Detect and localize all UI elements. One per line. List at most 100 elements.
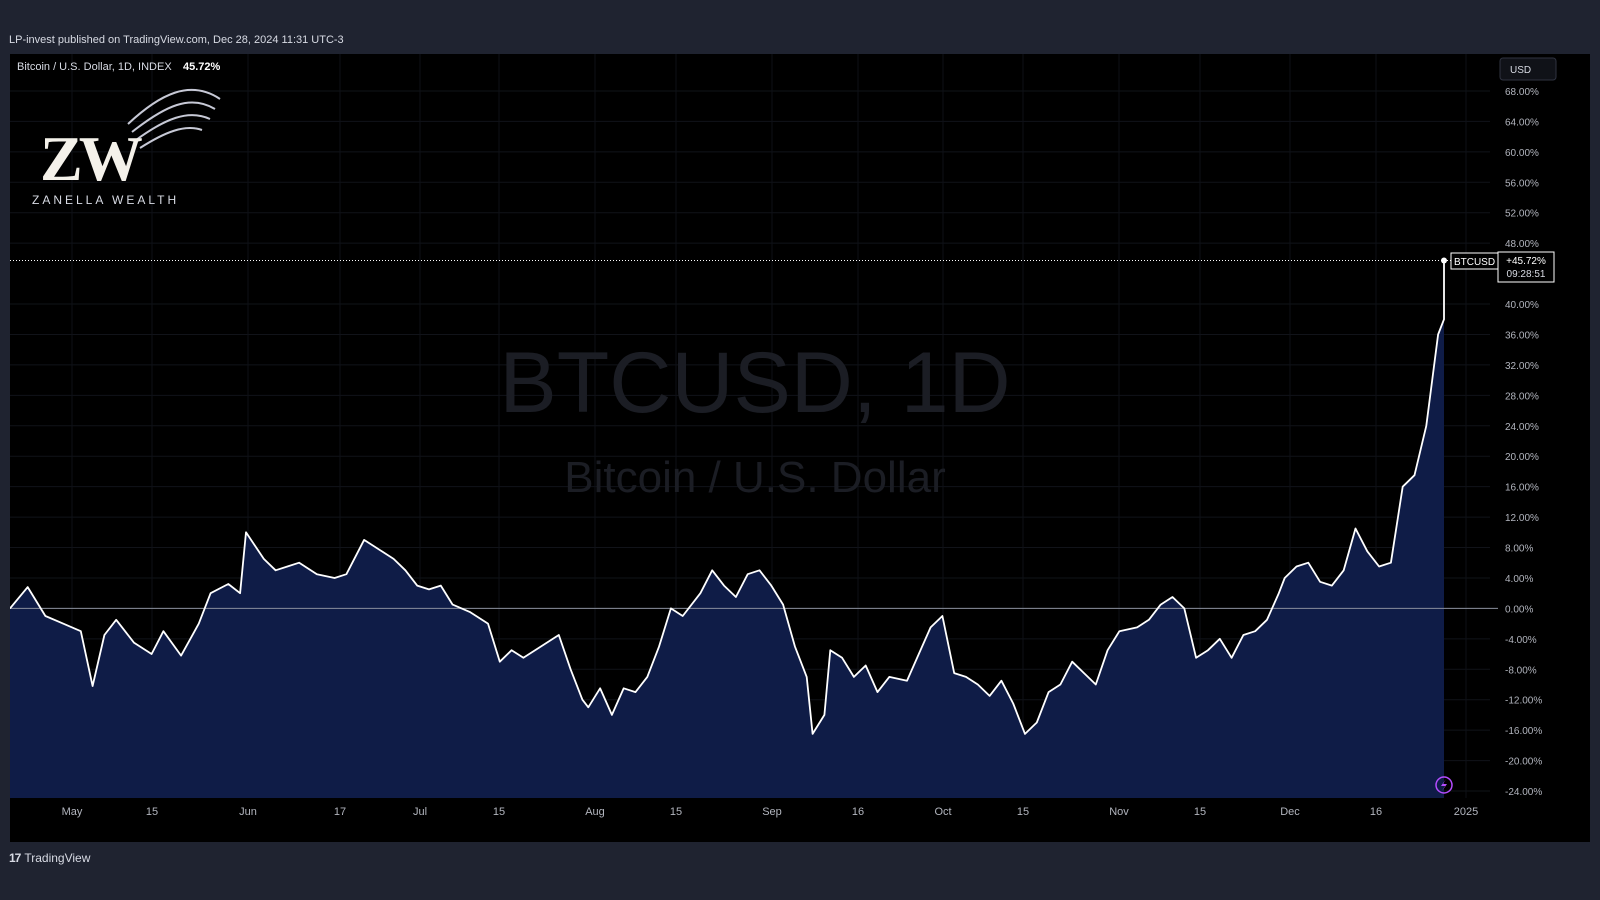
x-tick-label: 15 [493, 806, 505, 818]
x-tick-label: Dec [1280, 806, 1300, 818]
data-point [27, 586, 29, 588]
data-point [522, 657, 525, 659]
data-point [1437, 333, 1439, 336]
y-tick-label: -16.00% [1505, 726, 1542, 737]
data-point [623, 687, 625, 689]
data-point [711, 569, 713, 571]
data-point [646, 676, 648, 678]
watermark-name: Bitcoin / U.S. Dollar [564, 453, 945, 502]
footer-brand-text: TradingView [24, 851, 91, 865]
y-tick-label: 12.00% [1505, 513, 1539, 524]
x-tick-label: Sep [762, 806, 782, 818]
data-point [345, 573, 347, 575]
data-point [558, 634, 560, 636]
y-tick-label: 28.00% [1505, 391, 1539, 402]
data-point [298, 562, 300, 564]
legend-change-value: 45.72% [183, 61, 221, 73]
data-point [245, 531, 247, 533]
data-point [1242, 634, 1244, 636]
y-tick-label: 48.00% [1505, 239, 1539, 250]
y-tick-label: 24.00% [1505, 422, 1539, 433]
lightning-icon[interactable] [1435, 776, 1453, 794]
data-point [381, 550, 383, 552]
data-point [918, 653, 920, 655]
data-point [210, 592, 212, 594]
y-tick-label: 0.00% [1505, 604, 1533, 615]
y-tick-label: 16.00% [1505, 483, 1539, 494]
chart-svg[interactable]: BTCUSD, 1D Bitcoin / U.S. Dollar Bitcoin… [10, 54, 1590, 842]
data-point [1295, 565, 1298, 568]
data-point [823, 714, 826, 716]
logo-text: ZANELLA WEALTH [32, 193, 179, 207]
data-point [977, 683, 979, 686]
x-tick-label: 2025 [1454, 806, 1478, 818]
data-point [1413, 474, 1416, 476]
y-tick-label: 36.00% [1505, 330, 1539, 341]
data-point [1000, 680, 1003, 682]
x-tick-label: Aug [585, 806, 605, 818]
data-point [440, 585, 442, 587]
data-point [941, 615, 944, 617]
data-point [62, 623, 64, 625]
data-point [865, 664, 867, 667]
series-line-btcusd[interactable] [10, 260, 1445, 735]
time-scale: May 15 Jun 17 Jul 15 Aug 15 Sep 16 Oct 15 Nov 15 Dec 16… [62, 806, 1479, 818]
currency-button[interactable] [1499, 57, 1557, 81]
wing-icon [127, 89, 221, 149]
y-tick-label: 68.00% [1505, 87, 1539, 98]
symbol-tag: BTCUSD [1450, 252, 1499, 270]
x-tick-label: 16 [1370, 806, 1382, 818]
footer-brand[interactable]: 17 TradingView [9, 850, 90, 866]
data-point [906, 680, 908, 682]
data-point [770, 585, 772, 587]
data-point [953, 672, 955, 674]
chart-pane[interactable]: BTCUSD, 1D Bitcoin / U.S. Dollar Bitcoin… [10, 54, 1590, 842]
data-point [1036, 721, 1038, 724]
data-point [876, 691, 879, 693]
data-point [1048, 691, 1050, 693]
data-point [841, 657, 843, 659]
y-tick-label: 8.00% [1505, 544, 1533, 555]
data-point [1160, 604, 1162, 606]
data-point [1254, 630, 1256, 632]
data-point [151, 653, 153, 655]
data-point [1354, 527, 1357, 530]
data-point [634, 691, 637, 693]
price-scale: 68.00% 64.00% 60.00% 56.00% 52.00% 48.00% 40.0… [1505, 87, 1542, 798]
data-point [334, 577, 336, 579]
data-point [115, 619, 117, 621]
data-point [1095, 683, 1097, 686]
data-point [682, 615, 684, 617]
data-point [469, 611, 471, 613]
legend-symbol[interactable]: Bitcoin / U.S. Dollar, 1D, INDEX [17, 61, 172, 73]
data-point [1219, 638, 1221, 640]
data-point [1307, 562, 1309, 564]
data-point [180, 655, 182, 657]
data-point [670, 607, 672, 610]
data-point [428, 588, 430, 591]
publish-caption: LP-invest published on TradingView.com, … [9, 34, 344, 46]
data-point [363, 539, 365, 541]
y-tick-label: 20.00% [1505, 452, 1539, 463]
data-point [812, 733, 814, 735]
data-point [747, 573, 749, 575]
data-point [499, 661, 501, 663]
data-point [1148, 619, 1150, 621]
data-point [989, 695, 991, 697]
x-tick-label: 15 [146, 806, 158, 818]
tradingview-logo-icon: 17 [9, 851, 21, 865]
data-point [794, 645, 796, 648]
data-point [723, 585, 725, 587]
x-tick-label: Jul [413, 806, 427, 818]
data-point [829, 649, 831, 651]
data-point [1343, 569, 1345, 571]
x-tick-label: Nov [1109, 806, 1129, 818]
x-tick-label: 15 [670, 806, 682, 818]
data-point [1207, 649, 1209, 651]
y-tick-label: 4.00% [1505, 574, 1533, 585]
data-point [227, 583, 229, 585]
data-point [92, 685, 94, 687]
data-point [198, 623, 200, 625]
data-point [581, 699, 584, 701]
data-point [599, 687, 601, 689]
